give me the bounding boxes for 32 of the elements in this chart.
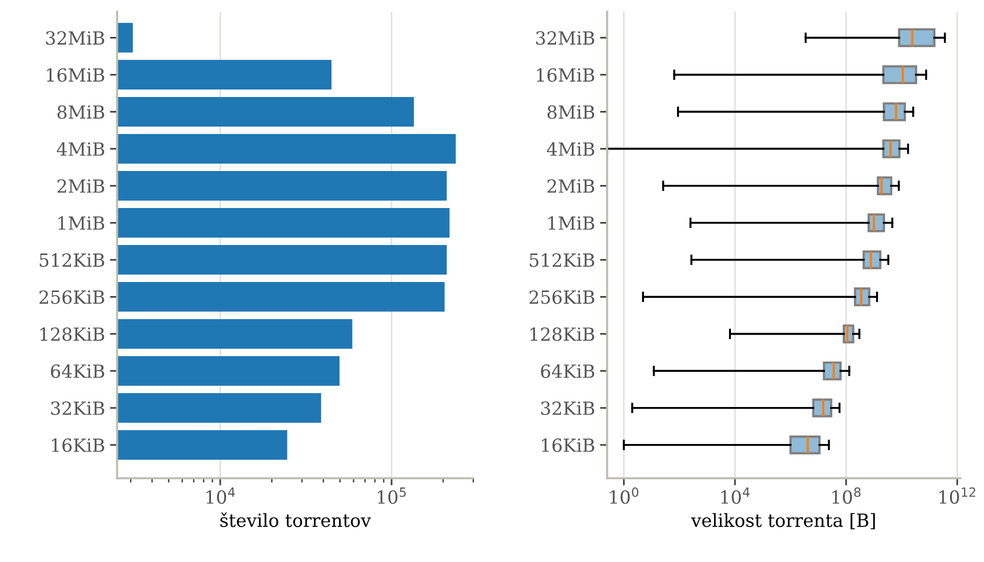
- x-axis-title: velikost torrenta [B]: [691, 513, 875, 530]
- y-tick-label: 1MiB: [58, 216, 104, 230]
- y-tick-label: 1MiB: [548, 216, 594, 230]
- y-tick-label: 256KiB: [530, 290, 594, 304]
- y-tick-label: 4MiB: [56, 142, 104, 156]
- y-tick-label: 32MiB: [536, 31, 594, 45]
- x-tick-label: 10$^{12}$: [939, 487, 976, 504]
- y-tick-label: 128KiB: [40, 327, 104, 341]
- x-tick-label: 10$^{0}$: [610, 487, 638, 504]
- y-tick-label: 64KiB: [50, 364, 104, 378]
- y-tick-label: 128KiB: [530, 327, 594, 341]
- y-tick-label: 2MiB: [548, 179, 594, 193]
- y-tick-label: 16KiB: [542, 438, 594, 452]
- y-tick-label: 64KiB: [541, 364, 594, 378]
- y-tick-label: 16MiB: [537, 68, 594, 82]
- y-tick-label: 512KiB: [40, 253, 104, 267]
- x-axis-title: število torrentov: [220, 512, 371, 528]
- y-tick-label: 8MiB: [548, 105, 594, 119]
- y-tick-label: 32KiB: [541, 401, 594, 416]
- y-tick-label: 4MiB: [546, 142, 594, 156]
- y-tick-label: 256KiB: [40, 290, 104, 304]
- x-tick-label: 10$^{4}$: [721, 488, 750, 504]
- y-tick-label: 32MiB: [46, 31, 104, 45]
- y-tick-label: 2MiB: [57, 179, 104, 193]
- y-tick-label: 16KiB: [52, 438, 104, 452]
- y-tick-label: 32KiB: [51, 401, 104, 416]
- x-tick-label: 10$^{8}$: [832, 487, 861, 504]
- x-tick-label: 10$^{5}$: [378, 488, 406, 504]
- y-tick-label: 8MiB: [57, 105, 104, 119]
- y-tick-label: 16MiB: [46, 68, 104, 82]
- x-tick-label: 10$^{4}$: [206, 488, 235, 504]
- y-tick-label: 512KiB: [530, 253, 594, 267]
